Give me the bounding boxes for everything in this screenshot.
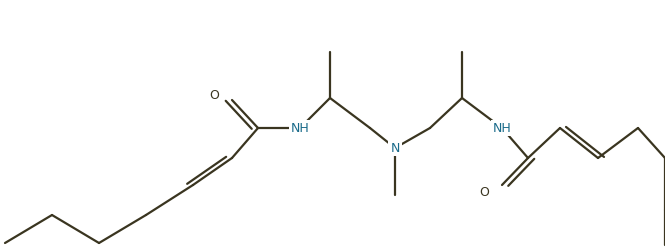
Text: NH: NH [493, 122, 511, 134]
Text: NH: NH [291, 122, 309, 134]
Text: O: O [479, 187, 489, 199]
Text: N: N [390, 141, 400, 154]
Text: O: O [209, 88, 219, 102]
